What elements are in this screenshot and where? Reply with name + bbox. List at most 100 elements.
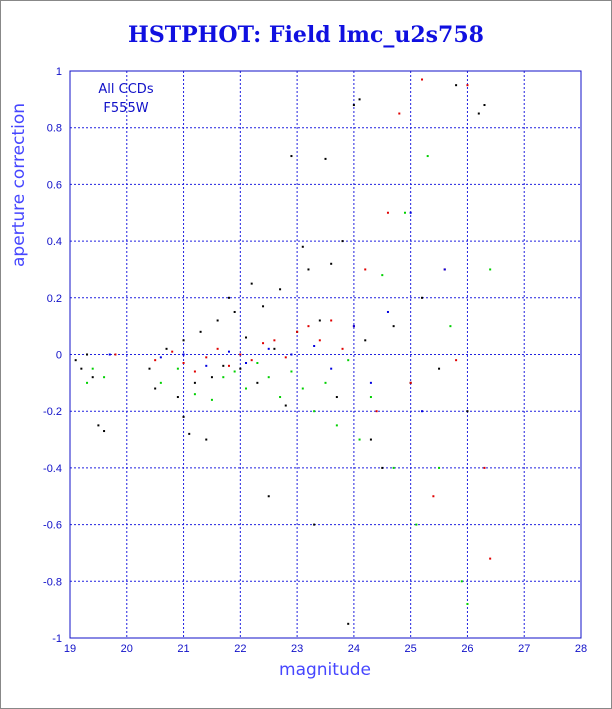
- data-point: [409, 211, 412, 214]
- data-point: [91, 376, 94, 379]
- data-point: [182, 362, 185, 365]
- data-point: [273, 339, 276, 342]
- data-point: [273, 347, 276, 350]
- y-tick-label: 0: [56, 350, 62, 362]
- data-point: [398, 112, 401, 115]
- data-point: [154, 359, 157, 362]
- data-point: [466, 602, 469, 605]
- data-point: [193, 393, 196, 396]
- data-point: [421, 296, 424, 299]
- data-point: [227, 364, 230, 367]
- data-point: [176, 396, 179, 399]
- data-point: [307, 268, 310, 271]
- data-point: [403, 211, 406, 214]
- data-point: [239, 367, 242, 370]
- data-point: [245, 336, 248, 339]
- data-point: [91, 367, 94, 370]
- y-tick-label: -0.8: [43, 576, 62, 588]
- data-point: [381, 274, 384, 277]
- y-tick-label: 1: [56, 66, 62, 78]
- data-point: [205, 356, 208, 359]
- data-point: [307, 325, 310, 328]
- data-point: [426, 155, 429, 158]
- data-point: [148, 367, 151, 370]
- data-point: [290, 155, 293, 158]
- data-point: [205, 364, 208, 367]
- data-point: [176, 367, 179, 370]
- x-tick-label: 28: [575, 643, 587, 655]
- data-point: [341, 347, 344, 350]
- data-point: [313, 410, 316, 413]
- data-point: [381, 466, 384, 469]
- x-tick-label: 21: [177, 643, 189, 655]
- data-point: [250, 282, 253, 285]
- data-point: [364, 339, 367, 342]
- data-point: [159, 356, 162, 359]
- chart-title: HSTPHOT: Field lmc_u2s758: [128, 22, 484, 48]
- data-point: [199, 330, 202, 333]
- data-point: [256, 381, 259, 384]
- x-tick-label: 26: [461, 643, 473, 655]
- data-point: [256, 362, 259, 365]
- data-point: [438, 466, 441, 469]
- data-point: [313, 344, 316, 347]
- tick-labels: 19 20 21 22 23 24 25 26 27 28 -1 -0.8 -0.6 -0.4 -0.2 0 0…: [43, 66, 587, 655]
- data-point: [489, 557, 492, 560]
- data-point: [233, 310, 236, 313]
- data-point: [233, 370, 236, 373]
- data-point: [449, 325, 452, 328]
- data-point: [193, 381, 196, 384]
- data-point: [386, 310, 389, 313]
- data-point: [279, 288, 282, 291]
- data-point: [108, 353, 111, 356]
- x-tick-label: 19: [64, 643, 76, 655]
- data-point: [279, 396, 282, 399]
- data-point: [364, 268, 367, 271]
- data-point: [392, 325, 395, 328]
- data-point: [159, 381, 162, 384]
- x-tick-label: 23: [291, 643, 303, 655]
- data-point: [267, 495, 270, 498]
- data-point: [86, 353, 89, 356]
- annotation-line-1: All CCDs: [98, 82, 153, 97]
- data-point: [483, 466, 486, 469]
- y-tick-label: -0.2: [43, 406, 62, 418]
- data-point: [97, 424, 100, 427]
- data-point: [313, 523, 316, 526]
- data-point: [375, 410, 378, 413]
- y-tick-label: 0.4: [47, 236, 62, 248]
- data-point: [466, 84, 469, 87]
- annotation-line-2: F555W: [103, 101, 148, 116]
- data-point: [341, 240, 344, 243]
- data-point: [443, 268, 446, 271]
- data-point: [154, 387, 157, 390]
- data-point: [296, 330, 299, 333]
- data-point: [460, 580, 463, 583]
- data-point: [432, 495, 435, 498]
- data-point: [330, 262, 333, 265]
- x-tick-label: 20: [121, 643, 133, 655]
- data-point: [438, 367, 441, 370]
- data-point: [222, 376, 225, 379]
- data-point: [301, 245, 304, 248]
- data-point: [210, 398, 213, 401]
- data-point: [335, 424, 338, 427]
- data-point: [455, 359, 458, 362]
- data-point: [250, 359, 253, 362]
- y-tick-label: 0.6: [47, 179, 62, 191]
- data-point: [227, 296, 230, 299]
- data-point: [352, 325, 355, 328]
- y-tick-label: -1: [52, 633, 62, 645]
- data-point: [369, 396, 372, 399]
- data-point: [222, 364, 225, 367]
- data-point: [182, 339, 185, 342]
- data-point: [324, 157, 327, 160]
- data-point: [193, 370, 196, 373]
- data-point: [205, 438, 208, 441]
- data-point: [267, 347, 270, 350]
- data-point: [86, 381, 89, 384]
- data-point: [216, 319, 219, 322]
- data-point: [103, 430, 106, 433]
- data-point: [284, 356, 287, 359]
- data-point: [324, 381, 327, 384]
